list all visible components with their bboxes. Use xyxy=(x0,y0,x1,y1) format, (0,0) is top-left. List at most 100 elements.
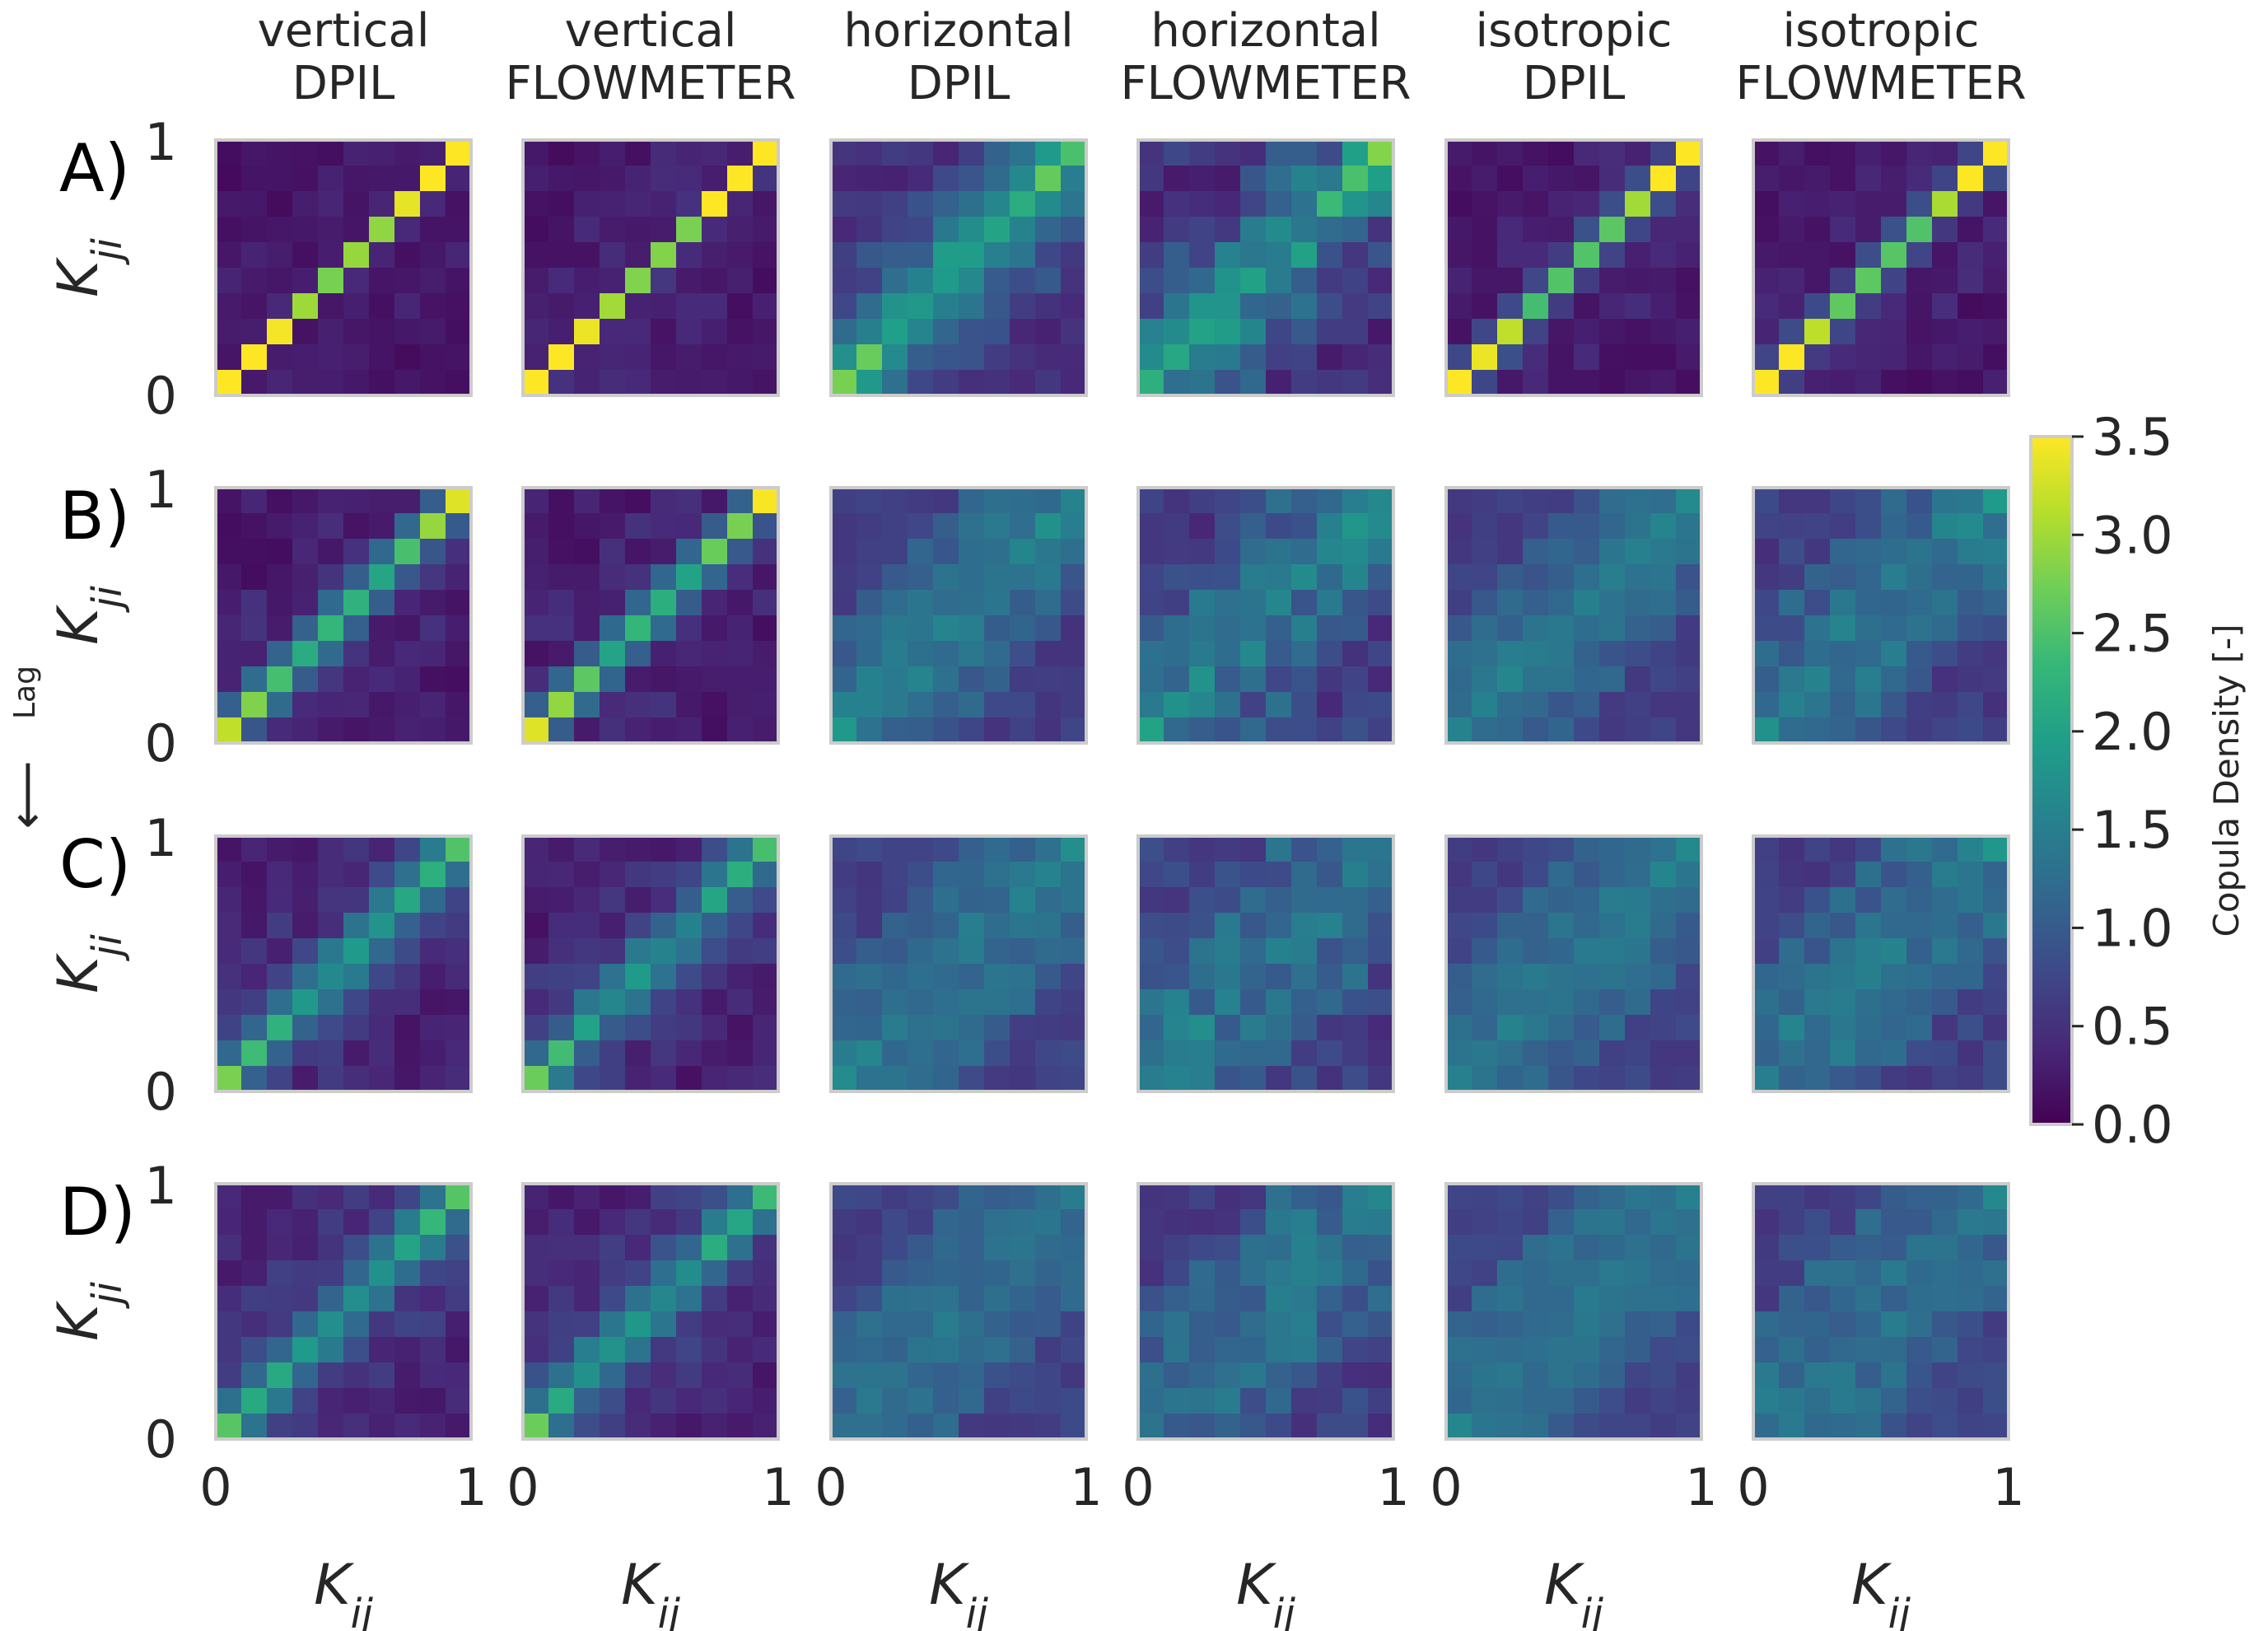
heatmap-cell xyxy=(1625,1414,1651,1440)
heatmap-cell xyxy=(753,913,779,939)
heatmap-cell xyxy=(1650,964,1677,990)
heatmap-cell xyxy=(702,590,728,616)
heatmap-cell xyxy=(1266,370,1292,396)
heatmap-cell xyxy=(882,488,908,514)
heatmap-cell xyxy=(1497,964,1524,990)
heatmap-cell xyxy=(420,1235,446,1261)
heatmap-cell xyxy=(676,513,702,540)
heatmap-cell xyxy=(1291,564,1318,591)
heatmap-cell xyxy=(831,1260,857,1287)
heatmap-cell xyxy=(1574,1209,1600,1236)
heatmap-panel xyxy=(1752,138,2010,397)
heatmap-cell xyxy=(676,1015,702,1041)
heatmap-cell xyxy=(702,1260,728,1287)
heatmap-cell xyxy=(548,319,575,345)
heatmap-cell xyxy=(1548,217,1575,243)
panel-frame xyxy=(1136,138,1395,397)
heatmap-cell xyxy=(1855,217,1882,243)
heatmap-cell xyxy=(1779,641,1805,667)
heatmap-cell xyxy=(548,191,575,217)
heatmap-cell xyxy=(523,1362,549,1389)
heatmap-cell xyxy=(651,913,677,939)
heatmap-cell xyxy=(882,913,908,939)
heatmap-cell xyxy=(1138,1235,1164,1261)
heatmap-cell xyxy=(1035,666,1062,693)
heatmap-cell xyxy=(1368,1311,1394,1338)
heatmap-cell xyxy=(1932,564,1958,591)
heatmap-cell xyxy=(1472,938,1498,965)
heatmap-cell xyxy=(548,268,575,294)
heatmap-cell xyxy=(1881,564,1907,591)
heatmap-cell xyxy=(1779,488,1805,514)
heatmap-cell xyxy=(1446,242,1472,269)
heatmap-cell xyxy=(600,836,626,862)
heatmap-cell xyxy=(1523,191,1549,217)
heatmap-cell xyxy=(369,1184,395,1210)
heatmap-cell xyxy=(292,217,319,243)
heatmap-cell xyxy=(1240,964,1267,990)
heatmap-cell xyxy=(1881,717,1907,744)
heatmap-cell xyxy=(1548,370,1575,396)
heatmap-cell xyxy=(1932,964,1958,990)
heatmap-cell xyxy=(420,717,446,744)
heatmap-cell xyxy=(1189,1388,1216,1414)
heatmap-cell xyxy=(984,938,1010,965)
heatmap-cell xyxy=(727,1015,754,1041)
heatmap-cell xyxy=(1010,370,1036,396)
heatmap-cell xyxy=(1240,268,1267,294)
heatmap-cell xyxy=(1753,836,1780,862)
heatmap-cell xyxy=(1932,1184,1958,1210)
heatmap-cell xyxy=(676,1388,702,1414)
heatmap-cell xyxy=(1240,1066,1267,1092)
heatmap-cell xyxy=(1855,862,1882,888)
heatmap-cell xyxy=(1368,564,1394,591)
heatmap-cell xyxy=(267,1362,293,1389)
heatmap-cell xyxy=(1266,513,1292,540)
heatmap-cell xyxy=(856,615,883,642)
heatmap-cell xyxy=(1446,1362,1472,1389)
heatmap-cell xyxy=(1753,1286,1780,1312)
heatmap-cell xyxy=(1599,862,1626,888)
heatmap-cell xyxy=(1164,1235,1190,1261)
heatmap-cell xyxy=(1906,1184,1933,1210)
heatmap-cell xyxy=(292,564,319,591)
heatmap-cell xyxy=(651,1388,677,1414)
column-title-line2: DPIL xyxy=(1523,57,1626,110)
heatmap-cell xyxy=(446,913,472,939)
heatmap-cell xyxy=(676,887,702,914)
heatmap-cell xyxy=(369,191,395,217)
heatmap-panel xyxy=(829,138,1088,397)
heatmap-cell xyxy=(1855,938,1882,965)
heatmap-cell xyxy=(1266,1362,1292,1389)
y-axis-label: Kji xyxy=(46,238,131,297)
heatmap-cell xyxy=(1035,370,1062,396)
heatmap-cell xyxy=(1676,217,1702,243)
heatmap-cell xyxy=(1342,1209,1369,1236)
heatmap-cell xyxy=(959,836,985,862)
heatmap-cell xyxy=(1164,319,1190,345)
heatmap-cell xyxy=(1342,217,1369,243)
heatmap-cell xyxy=(1317,242,1343,269)
heatmap-cell xyxy=(1523,344,1549,371)
heatmap-cell xyxy=(420,344,446,371)
heatmap-cell xyxy=(1317,989,1343,1016)
heatmap-cell xyxy=(1291,191,1318,217)
heatmap-cell xyxy=(1189,344,1216,371)
heatmap-cell xyxy=(1881,344,1907,371)
heatmap-cell xyxy=(292,666,319,693)
heatmap-cell xyxy=(1983,1337,2009,1363)
heatmap-cell xyxy=(1523,1388,1549,1414)
heatmap-cell xyxy=(1932,1362,1958,1389)
heatmap-cell xyxy=(1497,268,1524,294)
heatmap-cell xyxy=(1958,1184,1984,1210)
heatmap-cell xyxy=(1317,1209,1343,1236)
heatmap-cell xyxy=(369,1362,395,1389)
heatmap-cell xyxy=(1753,717,1780,744)
heatmap-cell xyxy=(933,513,959,540)
heatmap-cell xyxy=(600,862,626,888)
heatmap-cell xyxy=(702,938,728,965)
heatmap-cell xyxy=(1574,938,1600,965)
heatmap-cell xyxy=(1472,1209,1498,1236)
heatmap-cell xyxy=(292,590,319,616)
heatmap-cell xyxy=(267,539,293,565)
